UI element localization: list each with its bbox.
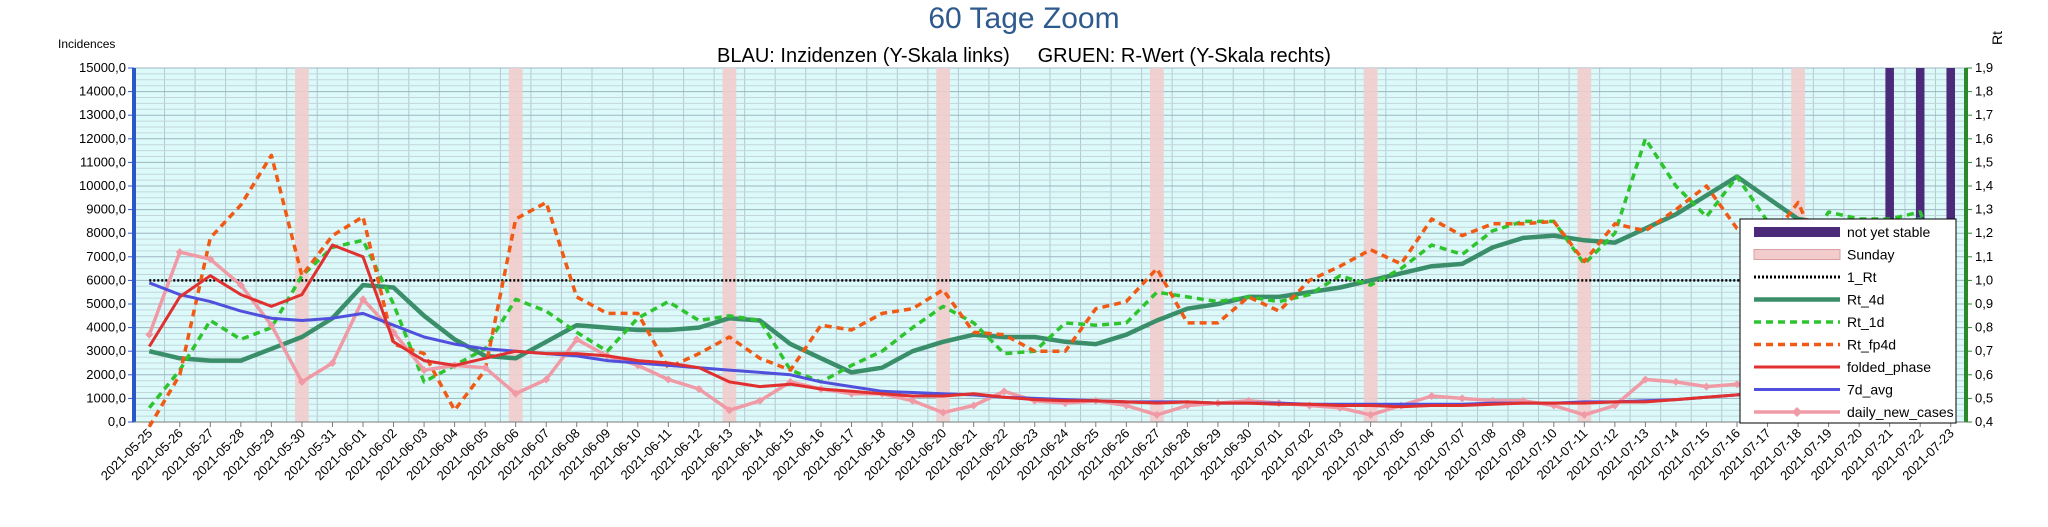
right-tick-label: 0,8 [1975,320,1993,335]
daily-new-cases-marker [908,396,917,405]
chart-title: 60 Tage Zoom [928,2,1119,35]
daily-new-cases-marker [1671,377,1680,386]
daily-new-cases-marker [175,248,184,257]
daily-new-cases-marker [481,363,490,372]
sunday-bar [722,68,737,422]
right-tick-label: 0,7 [1975,343,1993,358]
right-tick-label: 1,0 [1975,272,1993,287]
series-Rt_fp4d [147,153,1953,428]
daily-new-cases-marker [969,401,978,410]
right-tick-label: 1,2 [1975,225,1993,240]
right-tick-label: 1,6 [1975,131,1993,146]
legend-marker-daily-new-cases [1792,407,1802,417]
right-tick-label: 1,5 [1975,154,1993,169]
left-tick-label: 0,0 [108,414,126,429]
series-daily_new_cases [147,250,1952,417]
legend-label: 1_Rt [1847,269,1877,285]
sunday-bar [295,68,309,422]
right-tick-label: 1,7 [1975,107,1993,122]
left-tick-label: 9000,0 [86,202,126,217]
series-Rt_1d [147,137,1953,409]
right-tick-label: 1,3 [1975,202,1993,217]
plot-area: 0,0 1000,0 2000,0 3000,0 4000,0 5000,0 6000,0 7… [79,60,1993,483]
daily-new-cases-marker [542,375,551,384]
legend-label: Rt_1d [1847,314,1884,330]
right-tick-label: 0,4 [1975,414,1993,429]
sunday-bar [936,68,951,422]
legend-label: daily_new_cases [1847,404,1954,420]
sunday-bar [1149,68,1164,422]
daily-new-cases-marker [725,406,734,415]
left-tick-label: 8000,0 [86,225,126,240]
left-axis-label: Incidences [58,37,115,51]
daily-new-cases-marker [328,359,337,367]
daily-new-cases-marker [1366,410,1375,419]
daily-new-cases-marker [1702,382,1711,391]
chart-subtitle: BLAU: Inzidenzen (Y-Skala links) GRUEN: … [717,45,1331,67]
daily-new-cases-marker [694,384,703,393]
legend-label: folded_phase [1847,359,1931,375]
left-tick-label: 13000,0 [79,107,126,122]
right-tick-label: 1,4 [1975,178,1993,193]
daily-new-cases-marker [664,375,673,384]
right-axis-label: Rt [1989,31,2005,45]
left-tick-label: 10000,0 [79,178,126,193]
sunday-bar [1363,68,1378,422]
right-tick-label: 1,8 [1975,84,1993,99]
left-tick-label: 14000,0 [79,84,126,99]
daily-new-cases-marker [1427,392,1436,401]
right-tick-label: 0,5 [1975,390,1993,405]
daily-new-cases-marker [206,255,215,264]
daily-new-cases-marker [1458,394,1467,403]
left-tick-label: 4000,0 [86,320,126,335]
daily-new-cases-marker [755,396,764,405]
right-tick-label: 1,9 [1975,60,1993,75]
legend-label: Sunday [1847,247,1894,263]
left-tick-label: 1000,0 [86,390,126,405]
daily-new-cases-marker [1733,380,1741,389]
daily-new-cases-marker [1580,410,1589,419]
daily-new-cases-marker [236,281,245,290]
daily-new-cases-marker [1183,401,1192,410]
left-tick-label: 3000,0 [86,343,126,358]
daily-new-cases-marker [1000,387,1009,396]
legend-label: 7d_avg [1847,382,1893,398]
left-tick-label: 11000,0 [80,154,126,169]
daily-new-cases-marker [939,408,948,417]
legend-label: Rt_fp4d [1847,337,1896,353]
right-tick-label: 0,9 [1975,296,1993,311]
daily-new-cases-marker [1641,375,1650,384]
daily-new-cases-marker [359,295,367,304]
daily-new-cases-marker [572,335,581,344]
daily-new-cases-marker [1152,410,1161,419]
right-tick-label: 0,6 [1975,367,1993,382]
legend-label: Rt_4d [1847,292,1884,308]
daily-new-cases-marker [420,366,429,375]
legend-swatch-not-yet-stable [1754,227,1840,237]
legend: not yet stable Sunday 1_Rt Rt_4d Rt_1d Rt_fp4… [1739,218,1957,424]
left-tick-label: 6000,0 [86,272,126,287]
sunday-bar [1577,68,1592,422]
left-tick-label: 7000,0 [86,249,126,264]
left-tick-label: 2000,0 [86,367,126,382]
series-folded_phase [148,243,1951,409]
left-tick-label: 5000,0 [86,296,126,311]
daily-new-cases-marker [511,389,520,398]
daily-new-cases-marker [145,330,154,339]
daily-new-cases-marker [267,321,276,330]
legend-swatch-sunday [1753,249,1841,260]
left-tick-label: 15000,0 [79,60,126,75]
left-tick-label: 12000,0 [79,131,126,146]
right-tick-label: 1,1 [1975,249,1993,264]
legend-label: not yet stable [1847,224,1930,240]
sunday-bar [508,68,523,422]
daily-new-cases-marker [297,377,306,386]
